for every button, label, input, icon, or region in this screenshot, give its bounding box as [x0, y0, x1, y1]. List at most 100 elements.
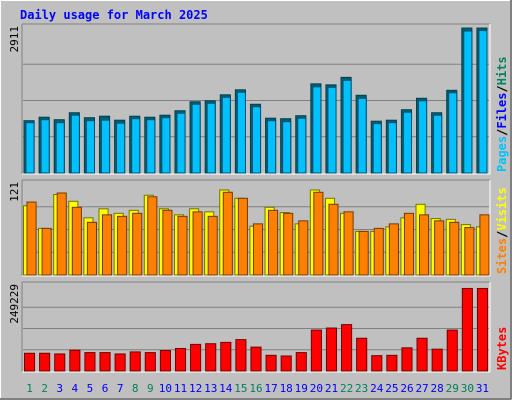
bar-sites	[298, 220, 309, 276]
legend-entry-pages: Pages	[495, 136, 509, 172]
bar-kbytes	[205, 343, 217, 372]
bar-kbytes	[416, 337, 428, 372]
bar-sites	[268, 209, 279, 276]
x-tick-label: 4	[72, 382, 79, 395]
bar-sites	[41, 227, 52, 276]
bar-files	[327, 86, 337, 174]
bar-files	[191, 103, 201, 174]
bar-files	[372, 123, 382, 174]
bar-sites	[237, 197, 248, 276]
bars	[23, 189, 490, 276]
x-tick-label: 6	[102, 382, 109, 395]
bar-sites	[449, 221, 460, 276]
bar-kbytes	[220, 341, 232, 372]
bar-sites	[358, 230, 369, 276]
x-tick-label: 16	[249, 382, 262, 395]
x-tick-label: 26	[400, 382, 413, 395]
bar-files	[282, 121, 292, 174]
bar-sites	[343, 211, 354, 276]
bars	[24, 287, 489, 372]
x-tick-label: 11	[174, 382, 187, 395]
x-tick-label: 29	[446, 382, 459, 395]
bar-sites	[388, 223, 399, 276]
bar-files	[297, 117, 307, 174]
bar-files	[357, 97, 367, 174]
bar-kbytes	[129, 351, 141, 372]
bar-files	[100, 119, 111, 174]
x-tick-label: 23	[355, 382, 368, 395]
bar-files	[55, 122, 65, 174]
legend-entry-sites: Sites	[495, 238, 509, 274]
x-tick-label: 3	[56, 382, 63, 395]
panel-kbytes: 249229 KBytes	[8, 281, 509, 373]
bar-files	[448, 92, 458, 174]
bar-sites	[207, 215, 218, 276]
x-tick-label: 10	[159, 382, 172, 395]
bar-kbytes	[280, 355, 292, 372]
legend-separator: /	[495, 231, 509, 238]
bar-sites	[132, 212, 143, 276]
x-tick-label: 18	[280, 382, 293, 395]
bar-sites	[479, 214, 490, 276]
x-tick-label: 21	[325, 382, 338, 395]
x-tick-label: 30	[461, 382, 474, 395]
bar-kbytes	[114, 353, 126, 372]
x-tick-label: 22	[340, 382, 353, 395]
bar-kbytes	[476, 287, 489, 372]
x-tick-label: 7	[117, 382, 124, 395]
legend: KBytes	[495, 327, 509, 370]
bar-sites	[192, 211, 203, 276]
bar-files	[463, 30, 473, 174]
bar-kbytes	[341, 324, 353, 372]
bar-files	[70, 114, 80, 174]
legend-entry-visits: Visits	[495, 187, 509, 230]
bar-kbytes	[431, 348, 443, 372]
bar-files	[433, 114, 443, 174]
bar-kbytes	[250, 346, 262, 372]
x-tick-label: 8	[132, 382, 139, 395]
bar-files	[312, 86, 322, 174]
bar-files	[40, 119, 50, 174]
y-axis-max-label: 2911	[8, 26, 21, 53]
x-tick-label: 2	[41, 382, 48, 395]
x-tick-label: 5	[87, 382, 94, 395]
x-tick-label: 28	[431, 382, 444, 395]
bar-files	[206, 102, 216, 174]
x-tick-label: 27	[415, 382, 428, 395]
legend-text: KBytes	[495, 327, 509, 370]
bar-kbytes	[371, 355, 383, 372]
bar-kbytes	[99, 352, 111, 372]
x-tick-label: 20	[310, 382, 323, 395]
bar-files	[251, 106, 262, 174]
bar-sites	[56, 192, 67, 276]
bar-files	[25, 122, 35, 174]
bar-kbytes	[69, 349, 81, 372]
bar-kbytes	[461, 287, 473, 372]
bar-sites	[419, 214, 430, 276]
x-tick-label: 17	[264, 382, 277, 395]
bar-files	[116, 122, 126, 174]
bar-kbytes	[190, 343, 202, 372]
legend-text: Sites/Visits	[495, 187, 509, 274]
bar-sites	[464, 227, 475, 276]
bar-kbytes	[401, 347, 413, 372]
bar-files	[418, 100, 428, 174]
bar-kbytes	[84, 352, 96, 372]
x-tick-label: 25	[385, 382, 398, 395]
chart-title: Daily usage for March 2025	[20, 8, 208, 22]
bar-sites	[71, 206, 82, 276]
bar-sites	[373, 227, 384, 276]
legend-text: Pages/Files/Hits	[495, 56, 509, 172]
panel-visits-sites: 121 Sites/Visits	[8, 179, 509, 277]
bar-files	[85, 120, 95, 174]
bar-files	[342, 79, 352, 174]
legend: Sites/Visits	[495, 187, 509, 274]
bar-sites	[252, 223, 264, 276]
bar-kbytes	[356, 337, 368, 372]
bar-kbytes	[159, 350, 171, 372]
legend-entry-files: Files	[495, 93, 509, 129]
legend-separator: /	[495, 85, 509, 92]
bar-kbytes	[174, 347, 187, 372]
